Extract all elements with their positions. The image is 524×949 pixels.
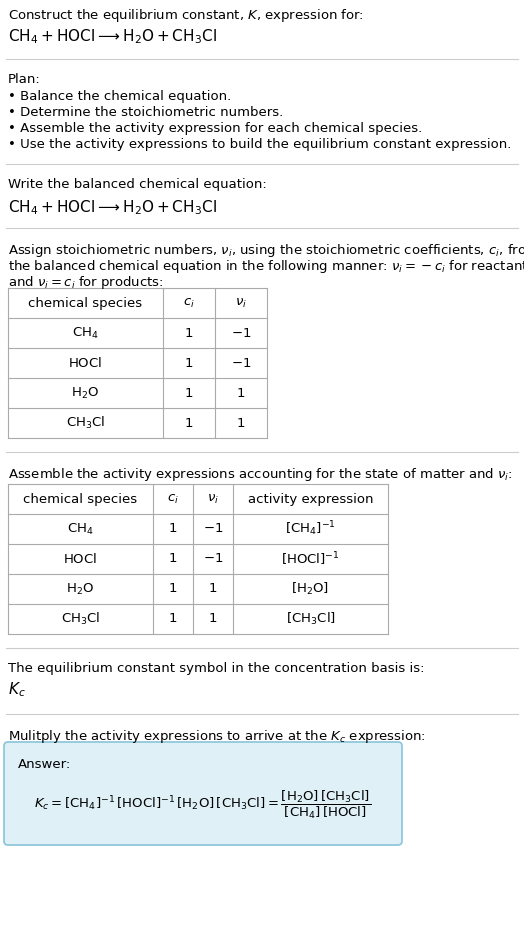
Text: $\mathrm{HOCl}$: $\mathrm{HOCl}$	[69, 356, 103, 370]
Text: 1: 1	[185, 357, 193, 369]
Text: Mulitply the activity expressions to arrive at the $K_c$ expression:: Mulitply the activity expressions to arr…	[8, 728, 426, 745]
Text: The equilibrium constant symbol in the concentration basis is:: The equilibrium constant symbol in the c…	[8, 662, 424, 675]
Text: $c_i$: $c_i$	[183, 296, 195, 309]
Text: Assign stoichiometric numbers, $\nu_i$, using the stoichiometric coefficients, $: Assign stoichiometric numbers, $\nu_i$, …	[8, 242, 524, 259]
Text: $\mathrm{CH_4}$: $\mathrm{CH_4}$	[72, 326, 99, 341]
Text: and $\nu_i = c_i$ for products:: and $\nu_i = c_i$ for products:	[8, 274, 163, 291]
Text: $[\mathrm{H_2O}]$: $[\mathrm{H_2O}]$	[291, 581, 330, 597]
Text: 1: 1	[169, 612, 177, 625]
Text: $\nu_i$: $\nu_i$	[207, 493, 219, 506]
Text: $-1$: $-1$	[203, 552, 223, 566]
Text: $-1$: $-1$	[203, 523, 223, 535]
Text: Answer:: Answer:	[18, 758, 71, 771]
Text: $-1$: $-1$	[231, 357, 251, 369]
Text: • Determine the stoichiometric numbers.: • Determine the stoichiometric numbers.	[8, 106, 283, 119]
Text: 1: 1	[169, 523, 177, 535]
Text: 1: 1	[209, 612, 217, 625]
Text: chemical species: chemical species	[24, 493, 138, 506]
Text: Construct the equilibrium constant, $K$, expression for:: Construct the equilibrium constant, $K$,…	[8, 7, 364, 24]
Text: the balanced chemical equation in the following manner: $\nu_i = -c_i$ for react: the balanced chemical equation in the fo…	[8, 258, 524, 275]
Text: 1: 1	[185, 326, 193, 340]
Text: • Use the activity expressions to build the equilibrium constant expression.: • Use the activity expressions to build …	[8, 138, 511, 151]
Text: $-1$: $-1$	[231, 326, 251, 340]
Text: 1: 1	[185, 386, 193, 400]
Text: $\mathrm{H_2O}$: $\mathrm{H_2O}$	[71, 385, 100, 400]
Text: 1: 1	[237, 386, 245, 400]
Text: 1: 1	[237, 417, 245, 430]
Text: • Balance the chemical equation.: • Balance the chemical equation.	[8, 90, 231, 103]
Text: Assemble the activity expressions accounting for the state of matter and $\nu_i$: Assemble the activity expressions accoun…	[8, 466, 512, 483]
Text: $[\mathrm{CH_4}]^{-1}$: $[\mathrm{CH_4}]^{-1}$	[285, 520, 336, 538]
Text: $\mathrm{HOCl}$: $\mathrm{HOCl}$	[63, 552, 97, 566]
Text: 1: 1	[185, 417, 193, 430]
Text: Write the balanced chemical equation:: Write the balanced chemical equation:	[8, 178, 267, 191]
Text: $\mathrm{CH_4}$: $\mathrm{CH_4}$	[67, 521, 94, 536]
Text: $\mathrm{H_2O}$: $\mathrm{H_2O}$	[67, 582, 94, 597]
Text: chemical species: chemical species	[28, 296, 143, 309]
Text: $K_c = [\mathrm{CH_4}]^{-1}\,[\mathrm{HOCl}]^{-1}\,[\mathrm{H_2O}]\,[\mathrm{CH_: $K_c = [\mathrm{CH_4}]^{-1}\,[\mathrm{HO…	[35, 789, 372, 821]
Text: 1: 1	[169, 552, 177, 566]
Text: 1: 1	[169, 583, 177, 596]
Text: $\nu_i$: $\nu_i$	[235, 296, 247, 309]
Text: 1: 1	[209, 583, 217, 596]
FancyBboxPatch shape	[4, 742, 402, 845]
Text: • Assemble the activity expression for each chemical species.: • Assemble the activity expression for e…	[8, 122, 422, 135]
Text: $[\mathrm{CH_3Cl}]$: $[\mathrm{CH_3Cl}]$	[286, 611, 335, 627]
Text: activity expression: activity expression	[248, 493, 373, 506]
Text: $K_c$: $K_c$	[8, 680, 26, 698]
Text: $\mathrm{CH_3Cl}$: $\mathrm{CH_3Cl}$	[66, 415, 105, 431]
Text: $\mathrm{CH_3Cl}$: $\mathrm{CH_3Cl}$	[61, 611, 100, 627]
Text: $c_i$: $c_i$	[167, 493, 179, 506]
Text: $\mathrm{CH_4 + HOCl \longrightarrow H_2O + CH_3Cl}$: $\mathrm{CH_4 + HOCl \longrightarrow H_2…	[8, 198, 217, 216]
Text: Plan:: Plan:	[8, 73, 41, 86]
Text: $\mathrm{CH_4 + HOCl \longrightarrow H_2O + CH_3Cl}$: $\mathrm{CH_4 + HOCl \longrightarrow H_2…	[8, 27, 217, 46]
Text: $[\mathrm{HOCl}]^{-1}$: $[\mathrm{HOCl}]^{-1}$	[281, 550, 340, 568]
